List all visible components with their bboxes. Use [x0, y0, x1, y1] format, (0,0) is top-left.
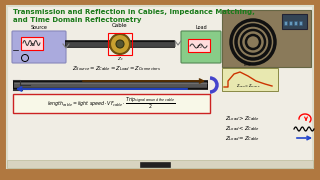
Text: and Time Domain Reflectometry: and Time Domain Reflectometry	[13, 17, 141, 23]
FancyBboxPatch shape	[12, 31, 66, 63]
Text: $Z_{Load} < Z_{Cable}$: $Z_{Load} < Z_{Cable}$	[225, 124, 260, 133]
Circle shape	[116, 40, 124, 48]
FancyBboxPatch shape	[7, 160, 313, 168]
FancyBboxPatch shape	[21, 37, 43, 50]
FancyBboxPatch shape	[188, 39, 210, 52]
FancyBboxPatch shape	[282, 14, 307, 28]
FancyBboxPatch shape	[181, 31, 221, 63]
FancyBboxPatch shape	[140, 162, 170, 167]
Text: Cable: Cable	[112, 23, 128, 28]
Text: Source: Source	[31, 25, 47, 30]
FancyBboxPatch shape	[299, 21, 302, 25]
Text: $t_{max}$: $t_{max}$	[243, 61, 253, 69]
Text: $Z_{Source} = Z_{Cable} = Z_{Load} = Z_{Connectors}$: $Z_{Source} = Z_{Cable} = Z_{Load} = Z_{…	[72, 64, 162, 73]
FancyBboxPatch shape	[284, 21, 287, 25]
FancyBboxPatch shape	[289, 21, 292, 25]
Text: $Z_c$: $Z_c$	[116, 55, 124, 63]
Text: $Z_{load}=Z_{source}$: $Z_{load}=Z_{source}$	[236, 82, 260, 89]
FancyBboxPatch shape	[12, 93, 210, 112]
Text: Load: Load	[195, 25, 207, 30]
Text: $Z_1$: $Z_1$	[28, 41, 36, 48]
FancyBboxPatch shape	[222, 10, 311, 67]
Text: $Z_{Load} > Z_{Cable}$: $Z_{Load} > Z_{Cable}$	[225, 114, 260, 123]
FancyBboxPatch shape	[294, 21, 297, 25]
Text: Transmission and Reflection in Cables, Impedance Matching,: Transmission and Reflection in Cables, I…	[13, 9, 255, 15]
Text: $Z_{Load} = Z_{Cable}$: $Z_{Load} = Z_{Cable}$	[225, 134, 260, 143]
Text: $length_{cable} = light\ speed \cdot VF_{cable} \cdot \dfrac{Trip_{signal\ aroun: $length_{cable} = light\ speed \cdot VF_…	[47, 95, 175, 111]
FancyBboxPatch shape	[7, 6, 313, 168]
Circle shape	[110, 34, 130, 54]
Text: $Z_2$: $Z_2$	[196, 43, 202, 51]
FancyBboxPatch shape	[221, 68, 277, 91]
